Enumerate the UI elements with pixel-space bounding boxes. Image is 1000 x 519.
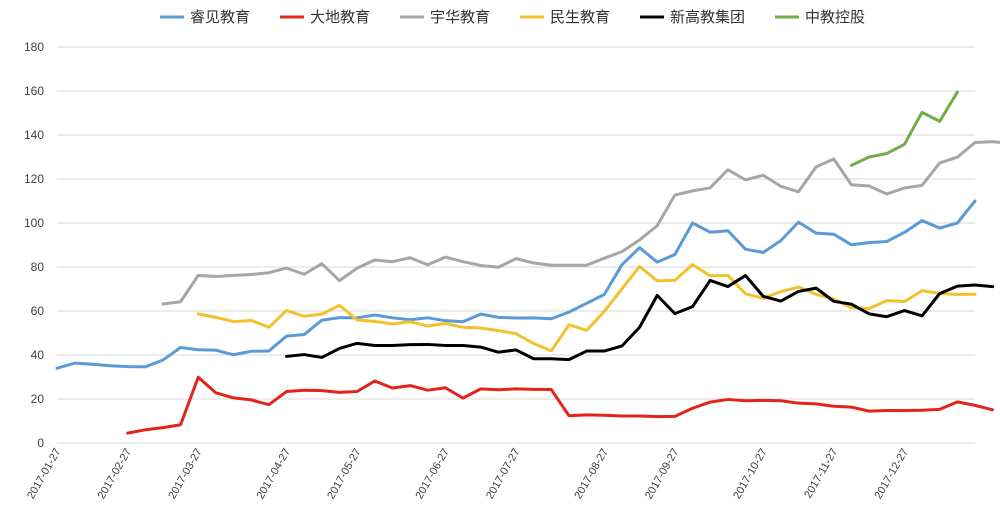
- x-tick-label: 2017-02-27: [96, 447, 135, 502]
- x-tick-label: 2017-04-27: [255, 447, 294, 502]
- y-tick-label: 40: [31, 348, 45, 362]
- grid-layer: [57, 46, 975, 444]
- x-tick-label: 2017-11-27: [802, 447, 840, 501]
- series-line-3: [161, 140, 1000, 306]
- y-tick-label: 160: [24, 84, 44, 98]
- legend-label: 睿见教育: [190, 9, 250, 26]
- y-tick-label: 140: [24, 128, 44, 142]
- legend-label: 新高教集团: [670, 9, 745, 26]
- series-line-5: [285, 274, 995, 362]
- series-layer: [55, 90, 1000, 435]
- x-tick-label: 2017-05-27: [325, 447, 364, 502]
- x-tick-label: 2017-06-27: [413, 447, 452, 502]
- x-tick-label: 2017-09-27: [643, 447, 682, 502]
- y-tick-label: 120: [24, 172, 44, 186]
- y-tick-label: 100: [24, 216, 44, 230]
- y-tick-label: 60: [31, 304, 45, 318]
- series-line-1: [55, 199, 977, 370]
- y-tick-label: 0: [37, 436, 44, 450]
- series-line-6: [849, 90, 959, 167]
- x-tick-label: 2017-07-27: [484, 447, 523, 502]
- legend: 睿见教育 大地教育 宇华教育 民生教育 新高教集团 中教控股: [160, 9, 865, 26]
- series-line-4: [196, 263, 977, 353]
- x-axis: 2017-01-27 2017-02-27 2017-03-27 2017-04-27…: [25, 447, 911, 502]
- legend-label: 宇华教育: [430, 9, 490, 26]
- x-tick-label: 2017-01-27: [25, 447, 64, 502]
- series-line-2: [126, 375, 995, 435]
- x-tick-label: 2017-08-27: [572, 447, 611, 502]
- y-tick-label: 180: [24, 40, 44, 54]
- legend-label: 中教控股: [805, 9, 865, 26]
- y-tick-label: 20: [31, 392, 45, 406]
- x-tick-label: 2017-10-27: [731, 447, 770, 502]
- x-tick-label: 2017-12-27: [872, 447, 911, 502]
- x-tick-label: 2017-03-27: [166, 447, 205, 502]
- y-axis: 0 20 40 60 80 100 120 140 160 180: [24, 40, 44, 450]
- legend-label: 大地教育: [310, 9, 370, 26]
- legend-label: 民生教育: [550, 9, 610, 26]
- y-tick-label: 80: [31, 260, 45, 274]
